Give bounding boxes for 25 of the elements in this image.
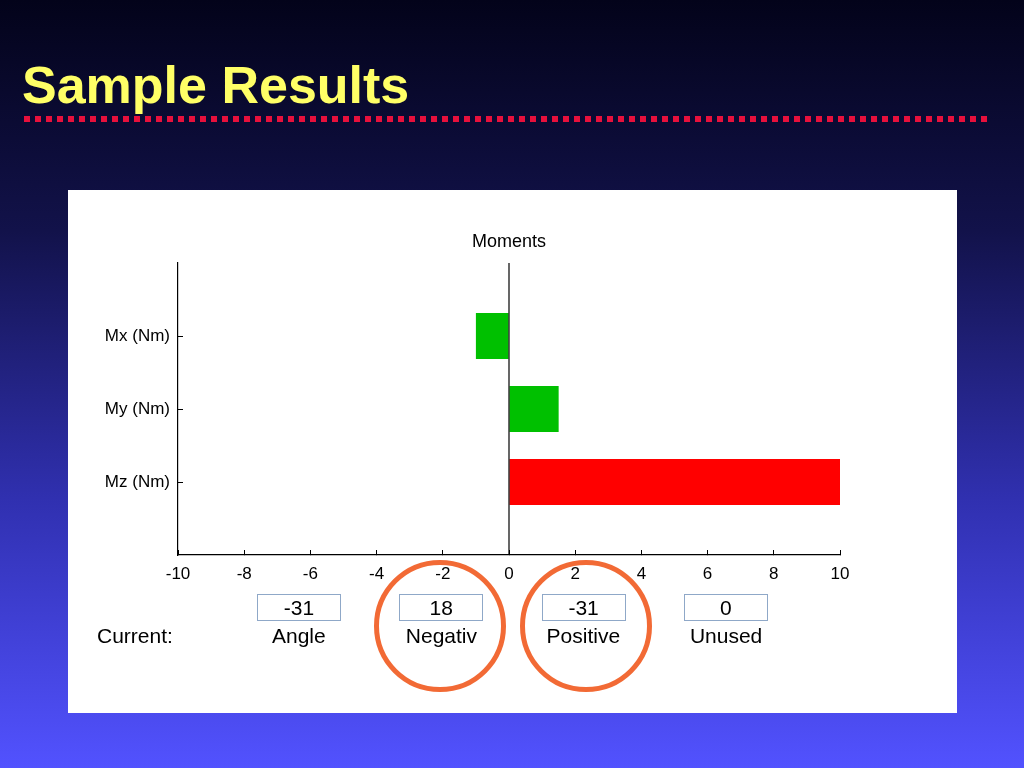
x-tick-label: 4: [636, 563, 647, 583]
text: Positive: [546, 624, 621, 648]
x-tick-label: 10: [830, 563, 850, 583]
x-tick-label: -4: [369, 563, 385, 583]
text: Current:: [97, 624, 173, 648]
text-field: -31: [257, 594, 341, 621]
x-tick-label: 6: [702, 563, 713, 583]
chart-subtitle: Moments: [471, 230, 547, 251]
chart-title: Sample Results: [22, 55, 410, 115]
y-tick-label: Mz (Nm): [104, 471, 170, 491]
y-tick-label: My (Nm): [104, 398, 170, 418]
text-field: -31: [541, 594, 626, 621]
text: Negativ: [405, 624, 477, 648]
x-tick-label: 8: [769, 563, 779, 583]
text: Unused: [689, 624, 763, 648]
text-field: 0: [683, 594, 768, 621]
x-tick-label: -2: [435, 563, 451, 583]
x-tick-label: 0: [504, 563, 514, 583]
text: Angle: [272, 624, 326, 648]
x-tick-label: 2: [570, 563, 580, 583]
x-tick-label: -10: [165, 563, 191, 583]
x-tick-label: -8: [236, 563, 252, 583]
text-field: 18: [399, 594, 484, 621]
y-tick-label: Mx (Nm): [104, 325, 170, 345]
x-tick-label: -6: [302, 563, 318, 583]
